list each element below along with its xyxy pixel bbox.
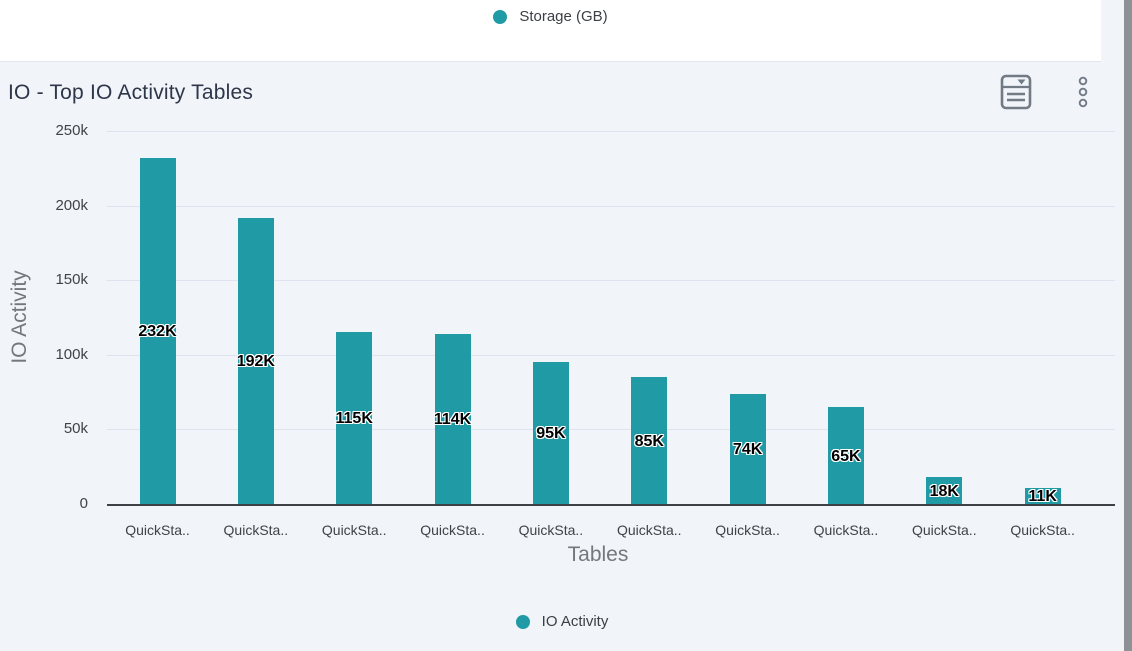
y-tick-label: 50k — [63, 420, 88, 438]
bar-quicksta-7[interactable] — [827, 407, 864, 504]
io-activity-legend-dot-icon — [515, 614, 530, 629]
table-view-icon — [999, 73, 1033, 114]
x-tick-label: QuickSta.. — [125, 522, 190, 538]
more-options-icon — [1077, 76, 1089, 111]
gridline — [107, 280, 1115, 282]
bar-quicksta-4[interactable] — [532, 362, 569, 504]
y-axis-title: IO Activity — [8, 270, 31, 364]
bar-quicksta-6[interactable] — [729, 393, 766, 504]
x-tick-label: QuickSta.. — [420, 522, 485, 538]
bar-value-label: 192K — [236, 352, 275, 370]
y-tick-label: 100k — [55, 345, 88, 363]
gridline — [107, 429, 1115, 431]
storage-legend-dot-icon — [493, 9, 508, 24]
x-axis-line — [107, 504, 1115, 506]
bar-value-label: 95K — [536, 425, 566, 443]
bar-value-label: 115K — [335, 410, 373, 428]
scrollbar-thumb[interactable] — [1124, 0, 1132, 651]
panel-toolbar — [999, 73, 1089, 114]
bar-value-label: 232K — [138, 322, 177, 340]
io-activity-legend-label: IO Activity — [541, 613, 609, 630]
x-tick-label: QuickSta.. — [1010, 522, 1075, 538]
x-tick-label: QuickSta.. — [518, 522, 584, 538]
upper-chart-bottom-strip: Storage (GB) — [0, 0, 1101, 62]
gridline — [107, 131, 1115, 132]
gridline — [107, 205, 1115, 207]
legend-item-storage[interactable]: Storage (GB) — [493, 8, 608, 25]
table-view-button[interactable] — [999, 73, 1033, 114]
more-options-button[interactable] — [1077, 76, 1089, 111]
bar-quicksta-2[interactable] — [336, 332, 373, 504]
x-tick-label: QuickSta.. — [912, 522, 977, 538]
bar-quicksta-5[interactable] — [631, 377, 668, 504]
bar-quicksta-0[interactable] — [139, 157, 176, 504]
bar-value-label: 11K — [1028, 487, 1057, 505]
legend-item-io-activity[interactable]: IO Activity — [515, 613, 609, 630]
bar-quicksta-8[interactable] — [926, 477, 963, 504]
x-tick-label: QuickSta.. — [223, 522, 289, 538]
y-tick-label: 150k — [55, 271, 88, 289]
bar-value-label: 65K — [831, 447, 861, 465]
y-tick-label: 0 — [79, 495, 88, 512]
gridline — [107, 354, 1115, 356]
panel-title: IO - Top IO Activity Tables — [8, 81, 254, 104]
bar-value-label: 114K — [433, 410, 472, 428]
x-tick-label: QuickSta.. — [813, 522, 879, 538]
x-tick-label: QuickSta.. — [616, 522, 682, 538]
y-tick-label: 250k — [55, 122, 88, 139]
plot-area: Tables 250k 200k 150k 100k 50k 0 232K QuickSta.… — [55, 122, 1115, 566]
x-tick-label: QuickSta.. — [321, 522, 387, 538]
bar-quicksta-3[interactable] — [434, 333, 471, 504]
bar-value-label: 85K — [634, 432, 664, 450]
storage-legend-label: Storage (GB) — [519, 8, 608, 25]
page-scrollbar[interactable] — [1123, 0, 1132, 651]
bar-quicksta-9[interactable] — [1024, 487, 1061, 504]
panel-header: IO - Top IO Activity Tables — [8, 70, 1089, 116]
bar-value-label: 74K — [732, 440, 763, 458]
bottom-legend: IO Activity — [0, 613, 1124, 630]
x-axis-title: Tables — [567, 543, 629, 566]
bar-value-label: 18K — [929, 482, 959, 500]
x-tick-label: QuickSta.. — [715, 522, 780, 538]
io-activity-panel: IO - Top IO Activity Tables — [0, 62, 1124, 651]
y-tick-label: 200k — [55, 196, 88, 214]
bar-quicksta-1[interactable] — [237, 217, 274, 504]
